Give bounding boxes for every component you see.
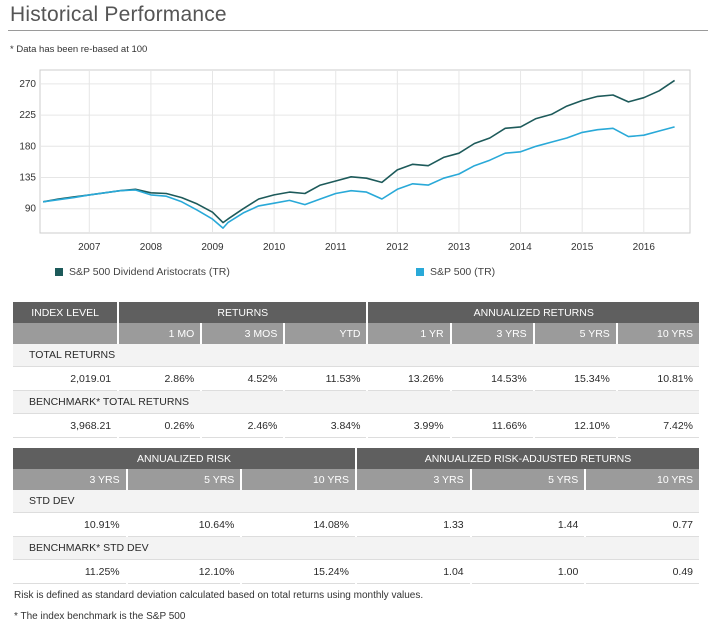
col-10yrs: 10 YRS bbox=[617, 323, 699, 344]
risk-table: ANNUALIZED RISK ANNUALIZED RISK-ADJUSTED… bbox=[11, 448, 701, 584]
header-blank bbox=[13, 323, 118, 344]
col-risk-5yrs: 5 YRS bbox=[127, 469, 241, 490]
x-tick-label: 2015 bbox=[571, 242, 594, 253]
risk-footnote: Risk is defined as standard deviation ca… bbox=[14, 590, 424, 601]
legend-label-aristocrats: S&P 500 Dividend Aristocrats (TR) bbox=[69, 266, 230, 278]
y-tick-label: 135 bbox=[19, 173, 36, 184]
table-cell: 11.25% bbox=[13, 560, 126, 584]
row-label-std-dev: STD DEV bbox=[13, 490, 699, 513]
header-annualized-risk: ANNUALIZED RISK bbox=[13, 448, 355, 469]
legend-swatch-sp500 bbox=[416, 268, 424, 276]
col-3yrs: 3 YRS bbox=[451, 323, 533, 344]
index-level-value: 2,019.01 bbox=[13, 367, 118, 391]
y-tick-label: 270 bbox=[19, 79, 36, 90]
table-cell: 7.42% bbox=[617, 414, 699, 438]
x-tick-label: 2007 bbox=[78, 242, 101, 253]
table-cell: 12.10% bbox=[534, 414, 616, 438]
table-cell: 12.10% bbox=[127, 560, 241, 584]
table-cell: 14.53% bbox=[451, 367, 533, 391]
col-risk-3yrs: 3 YRS bbox=[13, 469, 126, 490]
x-tick-label: 2013 bbox=[448, 242, 471, 253]
table-cell: 14.08% bbox=[242, 513, 355, 537]
table-cell: 2.86% bbox=[119, 367, 201, 391]
header-annualized-returns: ANNUALIZED RETURNS bbox=[368, 302, 699, 323]
performance-chart: 90 135 180 225 270 2007 2008 2009 2010 2011 2012 20… bbox=[19, 69, 691, 253]
table-cell: 3.99% bbox=[368, 414, 450, 438]
title-divider bbox=[8, 30, 708, 31]
plot-area bbox=[39, 69, 691, 234]
table-cell: 1.04 bbox=[356, 560, 470, 584]
table-cell: 10.91% bbox=[13, 513, 126, 537]
table-cell: 0.77 bbox=[586, 513, 699, 537]
header-index-level: INDEX LEVEL bbox=[13, 302, 118, 323]
y-tick-label: 225 bbox=[19, 110, 36, 121]
col-adj-5yrs: 5 YRS bbox=[471, 469, 585, 490]
x-tick-label: 2011 bbox=[325, 242, 347, 253]
table-cell: 15.24% bbox=[242, 560, 355, 584]
x-tick-label: 2012 bbox=[386, 242, 409, 253]
y-tick-label: 180 bbox=[19, 141, 36, 152]
series-line-aristocrats bbox=[42, 79, 676, 224]
table-cell: 10.64% bbox=[127, 513, 241, 537]
col-1yr: 1 YR bbox=[368, 323, 450, 344]
header-returns: RETURNS bbox=[119, 302, 367, 323]
row-label-benchmark-std-dev: BENCHMARK* STD DEV bbox=[13, 537, 699, 560]
x-tick-label: 2014 bbox=[509, 242, 532, 253]
y-tick-label: 90 bbox=[25, 204, 37, 215]
table-cell: 1.00 bbox=[471, 560, 585, 584]
legend-label-sp500: S&P 500 (TR) bbox=[430, 266, 496, 278]
col-5yrs: 5 YRS bbox=[534, 323, 616, 344]
table-cell: 11.53% bbox=[285, 367, 367, 391]
x-tick-label: 2016 bbox=[633, 242, 656, 253]
table-cell: 0.49 bbox=[586, 560, 699, 584]
table-cell: 10.81% bbox=[617, 367, 699, 391]
table-cell: 1.44 bbox=[471, 513, 585, 537]
row-label-total-returns: TOTAL RETURNS bbox=[13, 344, 699, 367]
table-cell: 11.66% bbox=[451, 414, 533, 438]
col-adj-3yrs: 3 YRS bbox=[356, 469, 470, 490]
x-tick-label: 2008 bbox=[140, 242, 163, 253]
page-title: Historical Performance bbox=[10, 3, 227, 26]
returns-table: INDEX LEVEL RETURNS ANNUALIZED RETURNS 1… bbox=[11, 302, 701, 438]
row-label-benchmark-total-returns: BENCHMARK* TOTAL RETURNS bbox=[13, 391, 699, 414]
rebased-note: * Data has been re-based at 100 bbox=[10, 44, 148, 55]
table-cell: 0.26% bbox=[119, 414, 201, 438]
table-cell: 2.46% bbox=[202, 414, 284, 438]
legend-item-aristocrats[interactable]: S&P 500 Dividend Aristocrats (TR) bbox=[55, 266, 230, 278]
benchmark-footnote: * The index benchmark is the S&P 500 bbox=[14, 611, 186, 622]
legend-swatch-aristocrats bbox=[55, 268, 63, 276]
table-cell: 4.52% bbox=[202, 367, 284, 391]
x-tick-label: 2010 bbox=[263, 242, 286, 253]
header-risk-adjusted-returns: ANNUALIZED RISK-ADJUSTED RETURNS bbox=[356, 448, 699, 469]
table-cell: 1.33 bbox=[356, 513, 470, 537]
legend-item-sp500[interactable]: S&P 500 (TR) bbox=[416, 266, 495, 278]
col-risk-10yrs: 10 YRS bbox=[242, 469, 355, 490]
col-adj-10yrs: 10 YRS bbox=[586, 469, 699, 490]
x-tick-label: 2009 bbox=[201, 242, 224, 253]
col-1mo: 1 MO bbox=[119, 323, 201, 344]
col-3mos: 3 MOS bbox=[202, 323, 284, 344]
table-cell: 15.34% bbox=[534, 367, 616, 391]
series-line-sp500 bbox=[42, 126, 675, 229]
table-cell: 3.84% bbox=[285, 414, 367, 438]
table-cell: 13.26% bbox=[368, 367, 450, 391]
benchmark-index-level-value: 3,968.21 bbox=[13, 414, 118, 438]
col-ytd: YTD bbox=[285, 323, 367, 344]
